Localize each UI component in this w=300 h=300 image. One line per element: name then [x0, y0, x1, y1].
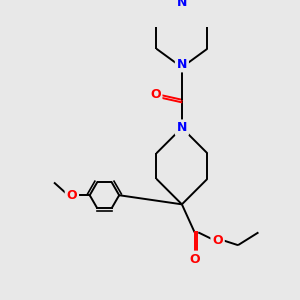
Text: N: N: [177, 121, 187, 134]
Text: N: N: [177, 0, 187, 9]
Text: O: O: [189, 253, 200, 266]
Text: O: O: [150, 88, 160, 101]
Text: O: O: [67, 189, 77, 202]
Text: N: N: [177, 58, 187, 70]
Text: O: O: [212, 234, 223, 247]
